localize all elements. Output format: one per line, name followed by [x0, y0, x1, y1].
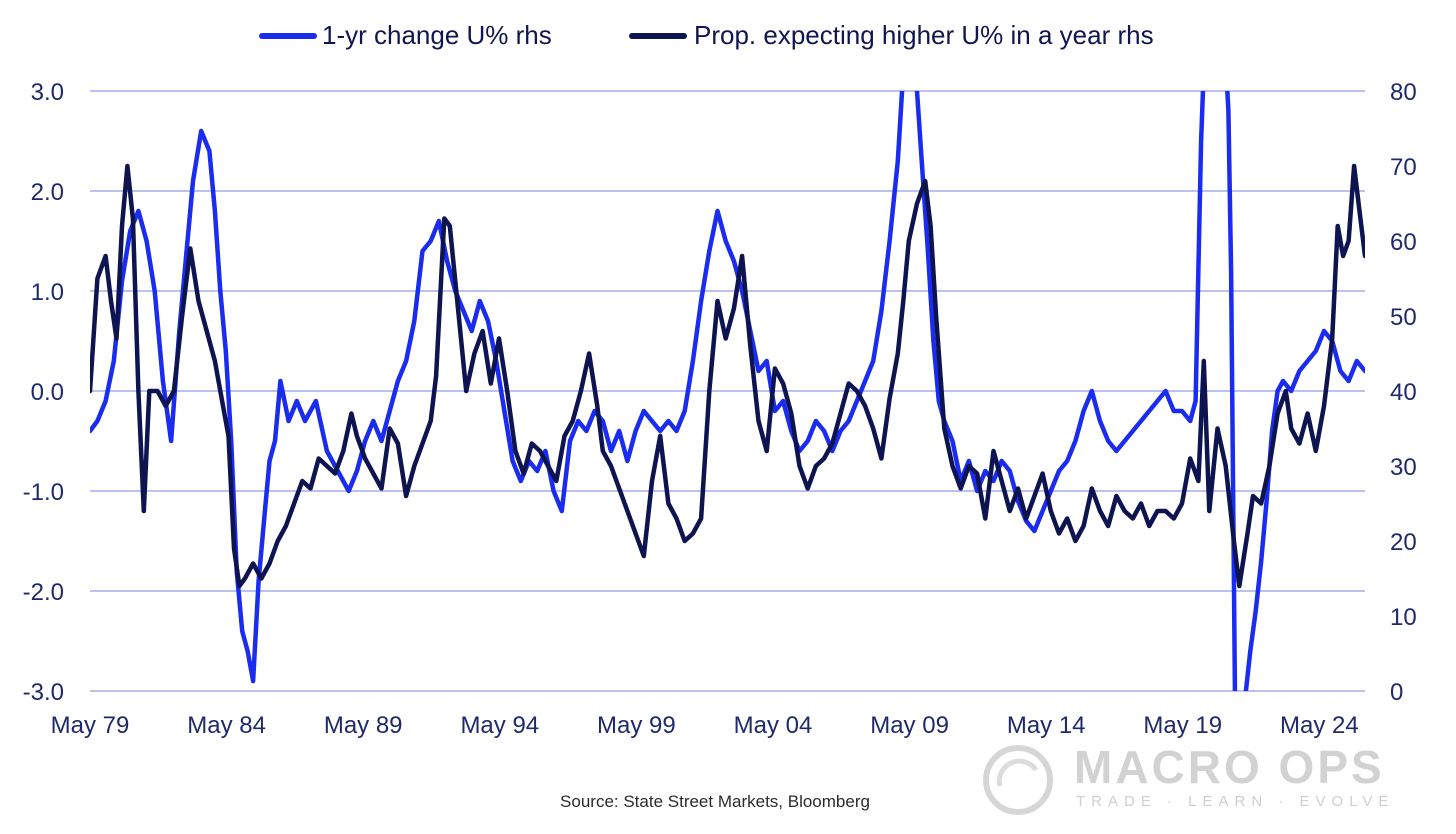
left-axis-tick-label: -2.0: [23, 579, 64, 606]
x-axis-tick-label: May 09: [870, 712, 949, 739]
x-axis-tick-label: May 99: [597, 712, 676, 739]
x-axis-tick-label: May 14: [1007, 712, 1086, 739]
x-axis-tick-label: May 89: [324, 712, 403, 739]
right-axis-tick-label: 50: [1390, 304, 1417, 331]
right-axis-tick-label: 0: [1390, 679, 1403, 706]
x-axis-tick-label: May 19: [1143, 712, 1222, 739]
x-axis-tick-label: May 94: [460, 712, 539, 739]
legend-label: Prop. expecting higher U% in a year rhs: [694, 20, 1154, 50]
watermark-logo: MACRO OPS TRADE · LEARN · EVOLVE: [978, 740, 1418, 820]
watermark-subtitle: TRADE · LEARN · EVOLVE: [1076, 793, 1395, 810]
right-axis-tick-label: 10: [1390, 604, 1417, 631]
watermark-title: MACRO OPS: [1074, 741, 1385, 793]
x-axis-tick-label: May 24: [1280, 712, 1359, 739]
left-axis-tick-label: 3.0: [31, 79, 64, 106]
left-axis-ticks: 3.0 2.0 1.0 0.0 -1.0 -2.0 -3.0: [23, 79, 64, 706]
x-axis-tick-label: May 84: [187, 712, 266, 739]
legend-label: 1-yr change U% rhs: [322, 20, 552, 50]
left-axis-tick-label: 0.0: [31, 379, 64, 406]
left-axis-tick-label: 2.0: [31, 179, 64, 206]
x-axis-tick-label: May 04: [734, 712, 813, 739]
right-axis-ticks: 80 70 60 50 40 30 20 10 0: [1390, 79, 1417, 706]
series-line-prop-expecting-higher: [90, 163, 1365, 589]
left-axis-tick-label: 1.0: [31, 279, 64, 306]
right-axis-tick-label: 20: [1390, 529, 1417, 556]
series-line-1yr-change: [90, 91, 1365, 691]
source-note: Source: State Street Markets, Bloomberg: [560, 792, 870, 811]
gridlines: [90, 90, 1365, 692]
left-axis-tick-label: -3.0: [23, 679, 64, 706]
x-axis-tick-label: May 79: [51, 712, 130, 739]
series-lines: [90, 91, 1365, 691]
right-axis-tick-label: 30: [1390, 454, 1417, 481]
macro-ops-logo-icon: [983, 745, 1053, 815]
right-axis-tick-label: 40: [1390, 379, 1417, 406]
left-axis-tick-label: -1.0: [23, 479, 64, 506]
x-axis-ticks: May 79 May 84 May 89 May 94 May 99 May 04 May …: [51, 712, 1359, 739]
right-axis-tick-label: 80: [1390, 79, 1417, 106]
right-axis-tick-label: 60: [1390, 229, 1417, 256]
chart-legend: 1-yr change U% rhs Prop. expecting higher…: [259, 20, 1154, 50]
right-axis-tick-label: 70: [1390, 154, 1417, 181]
